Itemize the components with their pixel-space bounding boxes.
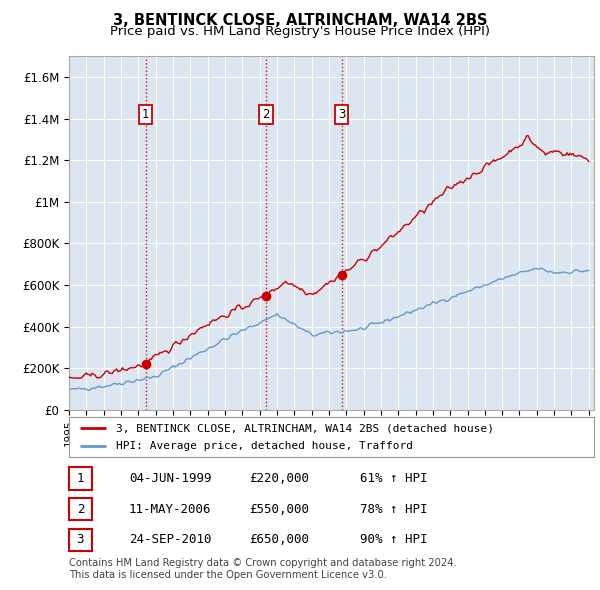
Text: 04-JUN-1999: 04-JUN-1999 — [129, 472, 212, 485]
Text: HPI: Average price, detached house, Trafford: HPI: Average price, detached house, Traf… — [116, 441, 413, 451]
Text: 2: 2 — [77, 503, 84, 516]
Text: £650,000: £650,000 — [249, 533, 309, 546]
Text: 3: 3 — [338, 108, 345, 121]
Text: 11-MAY-2006: 11-MAY-2006 — [129, 503, 212, 516]
Text: 1: 1 — [142, 108, 149, 121]
Text: 3, BENTINCK CLOSE, ALTRINCHAM, WA14 2BS: 3, BENTINCK CLOSE, ALTRINCHAM, WA14 2BS — [113, 13, 487, 28]
Text: 2: 2 — [262, 108, 269, 121]
Text: Price paid vs. HM Land Registry's House Price Index (HPI): Price paid vs. HM Land Registry's House … — [110, 25, 490, 38]
Text: £220,000: £220,000 — [249, 472, 309, 485]
Text: 3: 3 — [77, 533, 84, 546]
Text: 3, BENTINCK CLOSE, ALTRINCHAM, WA14 2BS (detached house): 3, BENTINCK CLOSE, ALTRINCHAM, WA14 2BS … — [116, 424, 494, 434]
Text: 90% ↑ HPI: 90% ↑ HPI — [360, 533, 427, 546]
Text: Contains HM Land Registry data © Crown copyright and database right 2024.
This d: Contains HM Land Registry data © Crown c… — [69, 558, 457, 580]
Text: 1: 1 — [77, 472, 84, 485]
Text: 61% ↑ HPI: 61% ↑ HPI — [360, 472, 427, 485]
Text: £550,000: £550,000 — [249, 503, 309, 516]
Text: 78% ↑ HPI: 78% ↑ HPI — [360, 503, 427, 516]
Text: 24-SEP-2010: 24-SEP-2010 — [129, 533, 212, 546]
